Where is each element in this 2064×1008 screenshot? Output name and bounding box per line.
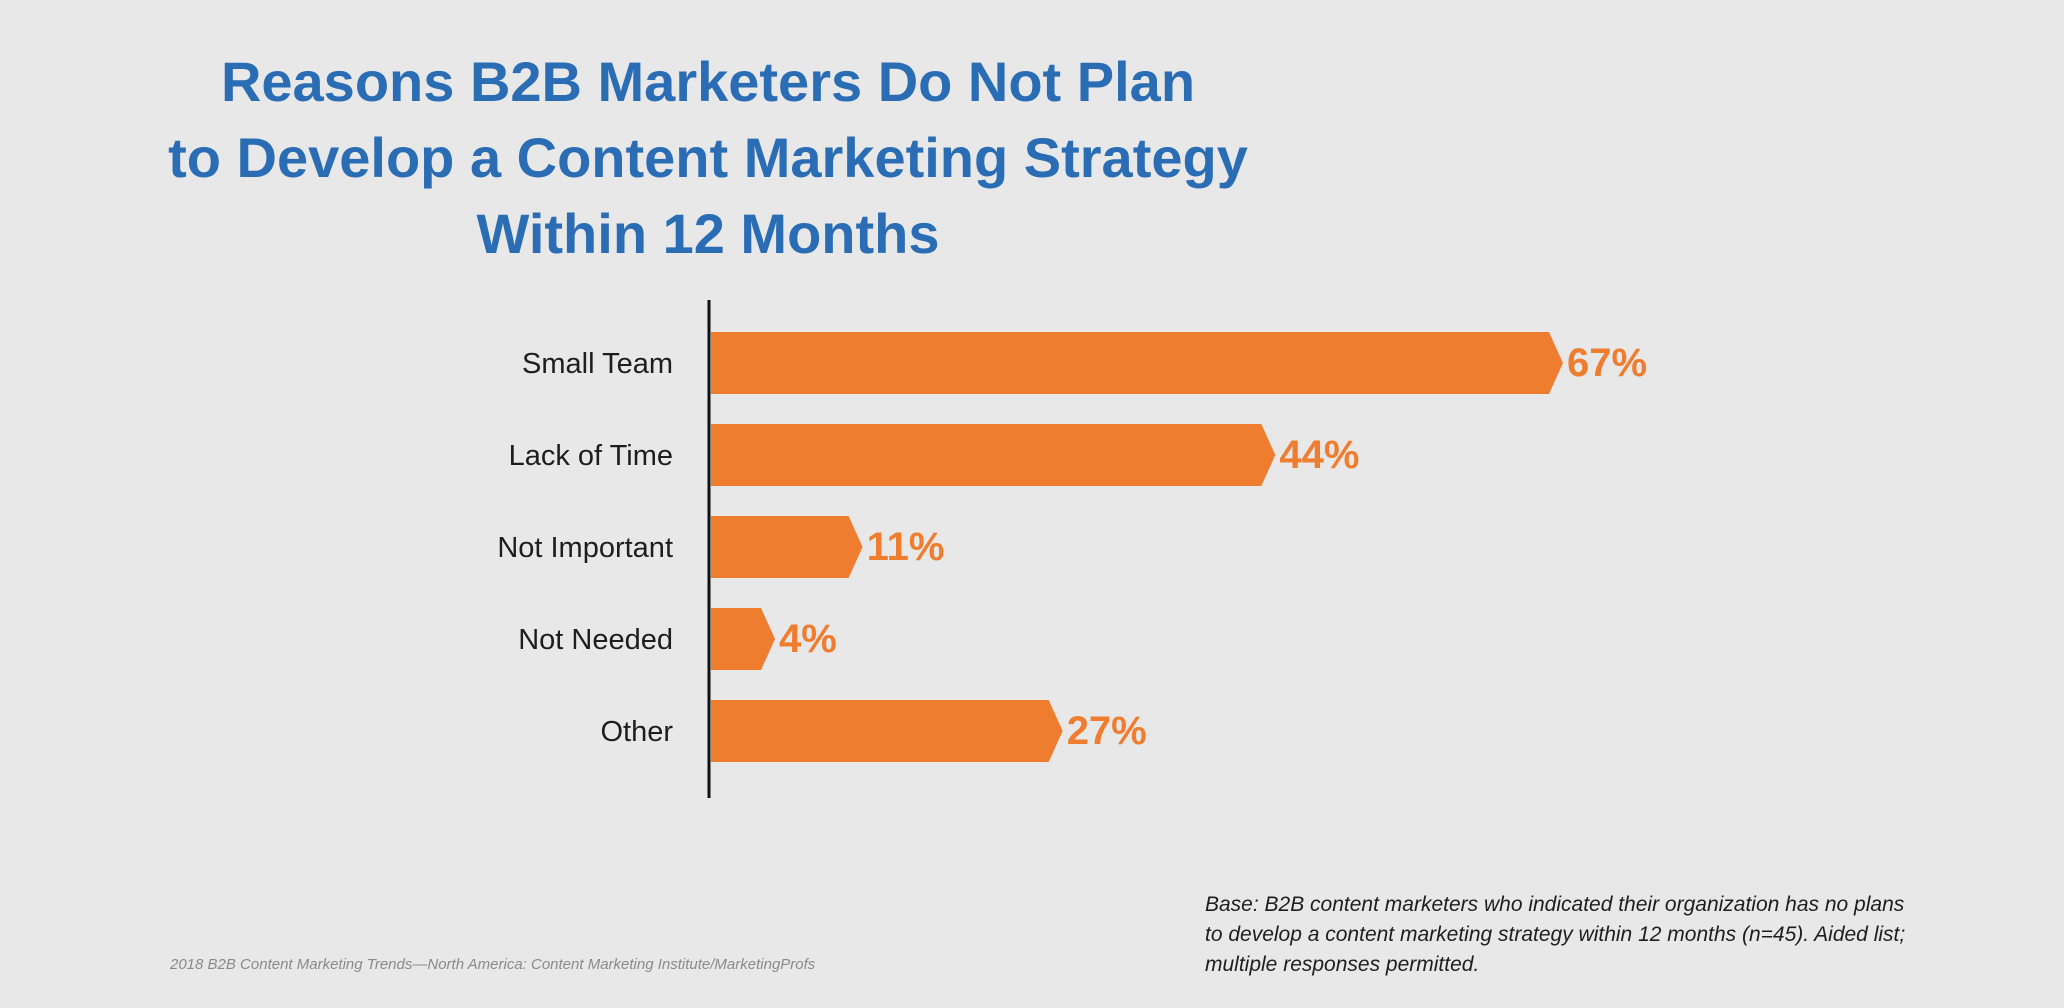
value-label-1: 44%: [1279, 433, 1359, 477]
category-label-1: Lack of Time: [509, 440, 673, 472]
chart-title-line-1: Reasons B2B Marketers Do Not Plan: [220, 50, 1196, 113]
value-label-4: 27%: [1067, 709, 1147, 753]
source-note: 2018 B2B Content Marketing Trends—North …: [170, 956, 816, 973]
chart-title-line-3: Within 12 Months: [476, 202, 940, 265]
base-note-line-3: multiple responses permitted.: [1205, 953, 1480, 976]
chart-title: Reasons B2B Marketers Do Not Plan to Dev…: [0, 44, 1416, 272]
base-note-line-2: to develop a content marketing strategy …: [1205, 923, 1906, 946]
bar-3: [711, 608, 776, 670]
value-label-2: 11%: [867, 525, 945, 569]
category-label-3: Not Needed: [518, 624, 673, 656]
bar-1: [711, 424, 1276, 486]
chart-title-line-2: to Develop a Content Marketing Strategy: [168, 126, 1248, 189]
bar-0: [711, 332, 1563, 394]
value-label-0: 67%: [1567, 341, 1647, 385]
base-note-line-1: Base: B2B content marketers who indicate…: [1205, 893, 1905, 916]
category-label-2: Not Important: [497, 532, 673, 564]
bar-2: [711, 516, 863, 578]
value-label-3: 4%: [779, 617, 837, 661]
bar-4: [711, 700, 1063, 762]
category-label-0: Small Team: [522, 348, 673, 380]
base-note: Base: B2B content marketers who indicate…: [1205, 890, 2025, 980]
category-label-4: Other: [600, 716, 673, 748]
